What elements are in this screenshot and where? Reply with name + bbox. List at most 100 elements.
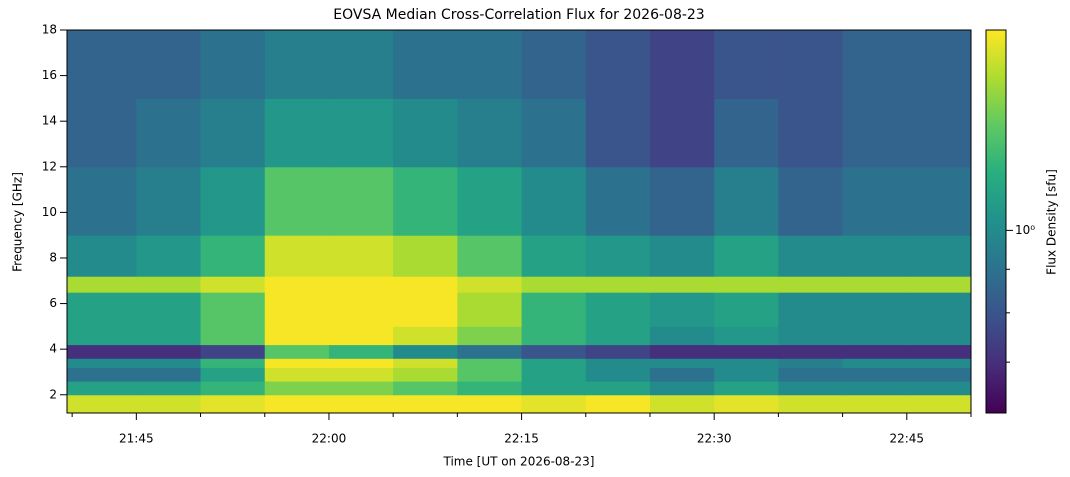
heatmap-cell (328, 358, 394, 368)
heatmap-cell (264, 394, 330, 414)
heatmap-cell (714, 381, 779, 396)
heatmap-cell (136, 276, 202, 293)
heatmap-cell (328, 30, 394, 99)
x-tick-label: 22:45 (889, 432, 924, 446)
y-tick-label: 6 (49, 296, 57, 310)
colorbar-label: Flux Density [sfu] (1045, 169, 1059, 275)
heatmap-cell (521, 98, 587, 168)
x-tick-label: 21:45 (119, 432, 154, 446)
heatmap-cell (521, 394, 587, 414)
heatmap-cell (136, 326, 202, 346)
heatmap-cell (67, 367, 137, 382)
heatmap-cell (649, 326, 715, 346)
heatmap-cell (778, 166, 844, 236)
heatmap-cell (328, 344, 394, 359)
heatmap-cell (457, 98, 523, 168)
heatmap-cell (328, 367, 394, 382)
heatmap-cell (585, 344, 651, 359)
y-tick-label: 2 (49, 387, 57, 401)
heatmap-cell (714, 166, 779, 236)
heatmap-cell (521, 276, 587, 293)
heatmap-cell (649, 394, 715, 414)
heatmap-cell (136, 98, 202, 168)
heatmap-cell (393, 292, 458, 327)
heatmap-cell (200, 381, 266, 396)
heatmap-cell (906, 98, 972, 168)
heatmap-cell (585, 381, 651, 396)
heatmap-cell (521, 326, 587, 346)
heatmap-cell (521, 358, 587, 368)
heatmap-cell (842, 367, 908, 382)
heatmap-cell (393, 381, 458, 396)
heatmap-cell (393, 166, 458, 236)
heatmap-cell (328, 292, 394, 327)
x-tick-label: 22:30 (697, 432, 732, 446)
heatmap-cell (649, 358, 715, 368)
heatmap-cell (649, 381, 715, 396)
x-tick-label: 22:15 (504, 432, 539, 446)
y-tick-label: 8 (49, 250, 57, 264)
heatmap-cell (200, 344, 266, 359)
colorbar-tick-label: 10⁰ (1015, 223, 1035, 237)
heatmap-cell (136, 344, 202, 359)
heatmap-cell (393, 394, 458, 414)
heatmap-cell (136, 381, 202, 396)
heatmap-cell (906, 367, 972, 382)
heatmap-cell (67, 326, 137, 346)
heatmap-cell (842, 276, 908, 293)
heatmap-cell (842, 292, 908, 327)
heatmap-cell (649, 276, 715, 293)
heatmap-cell (136, 292, 202, 327)
heatmap-cell (136, 235, 202, 277)
heatmap-cell (842, 381, 908, 396)
heatmap-cell (328, 381, 394, 396)
heatmap-cell (264, 276, 330, 293)
heatmap-cell (457, 276, 523, 293)
heatmap-cell (906, 292, 972, 327)
y-tick-label: 16 (42, 68, 57, 82)
heatmap-cell (393, 326, 458, 346)
heatmap-cell (842, 326, 908, 346)
heatmap-cell (521, 30, 587, 99)
heatmap-cell (200, 367, 266, 382)
heatmap-cell (778, 235, 844, 277)
heatmap-cell (457, 367, 523, 382)
heatmap-cell (778, 326, 844, 346)
heatmap-cell (649, 344, 715, 359)
heatmap-cell (264, 358, 330, 368)
heatmap-cell (842, 344, 908, 359)
y-tick-label: 10 (42, 205, 57, 219)
heatmap-cell (200, 98, 266, 168)
heatmap-cell (136, 394, 202, 414)
colorbar (986, 30, 1006, 413)
heatmap-cell (457, 30, 523, 99)
heatmap-cell (200, 292, 266, 327)
y-tick-label: 14 (42, 114, 57, 128)
heatmap-cell (457, 326, 523, 346)
heatmap-cell (585, 98, 651, 168)
chart-title: EOVSA Median Cross-Correlation Flux for … (333, 7, 704, 23)
heatmap-cell (714, 98, 779, 168)
heatmap-cell (778, 394, 844, 414)
heatmap-cell (264, 166, 330, 236)
heatmap-cell (264, 98, 330, 168)
heatmap-cell (328, 166, 394, 236)
heatmap-cell (200, 394, 266, 414)
heatmap-cell (521, 367, 587, 382)
heatmap-cell (67, 276, 137, 293)
heatmap-cell (264, 344, 330, 359)
heatmap-cell (393, 276, 458, 293)
heatmap-cell (906, 326, 972, 346)
heatmap-cell (328, 235, 394, 277)
heatmap-cell (457, 381, 523, 396)
heatmap-cell (842, 394, 908, 414)
heatmap-cell (136, 367, 202, 382)
heatmap-cell (585, 394, 651, 414)
heatmap-cell (521, 292, 587, 327)
heatmap-cell (842, 166, 908, 236)
heatmap-cell (457, 344, 523, 359)
heatmap-cell (778, 292, 844, 327)
heatmap-cell (714, 394, 779, 414)
heatmap-cell (264, 326, 330, 346)
heatmap-cell (457, 394, 523, 414)
